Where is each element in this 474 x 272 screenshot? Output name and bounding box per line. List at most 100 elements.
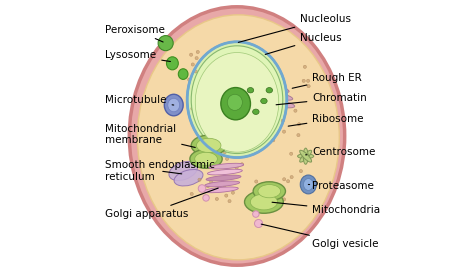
Ellipse shape <box>226 126 229 129</box>
Ellipse shape <box>263 187 266 190</box>
Ellipse shape <box>202 130 205 133</box>
Ellipse shape <box>307 79 310 82</box>
Ellipse shape <box>231 191 235 194</box>
Ellipse shape <box>260 202 264 205</box>
Ellipse shape <box>137 15 339 260</box>
Text: Centrosome: Centrosome <box>306 147 376 157</box>
Ellipse shape <box>253 182 285 201</box>
Ellipse shape <box>298 154 314 159</box>
Ellipse shape <box>253 109 259 115</box>
Ellipse shape <box>300 150 311 162</box>
Ellipse shape <box>198 185 206 192</box>
Ellipse shape <box>195 57 198 60</box>
Ellipse shape <box>166 57 178 70</box>
Ellipse shape <box>300 175 317 194</box>
Text: Smooth endoplasmic
reticulum: Smooth endoplasmic reticulum <box>105 160 215 182</box>
Ellipse shape <box>190 53 193 56</box>
Ellipse shape <box>302 79 305 82</box>
Ellipse shape <box>255 220 263 228</box>
Ellipse shape <box>250 194 277 210</box>
Text: Nucleolus: Nucleolus <box>238 14 351 42</box>
Ellipse shape <box>265 69 269 72</box>
Ellipse shape <box>253 211 259 217</box>
Ellipse shape <box>226 128 229 131</box>
Ellipse shape <box>258 185 281 198</box>
Ellipse shape <box>205 181 240 187</box>
Ellipse shape <box>261 95 264 99</box>
Ellipse shape <box>208 169 242 175</box>
Ellipse shape <box>272 139 275 142</box>
Ellipse shape <box>191 135 226 156</box>
Ellipse shape <box>187 42 287 157</box>
Ellipse shape <box>222 122 225 125</box>
Ellipse shape <box>244 83 246 86</box>
Ellipse shape <box>271 101 295 108</box>
Ellipse shape <box>194 70 197 73</box>
Ellipse shape <box>245 191 283 213</box>
Ellipse shape <box>210 180 213 183</box>
Ellipse shape <box>206 185 210 188</box>
Ellipse shape <box>274 92 278 95</box>
Text: Golgi vesicle: Golgi vesicle <box>261 224 379 249</box>
Ellipse shape <box>303 148 308 164</box>
Ellipse shape <box>190 192 193 196</box>
Ellipse shape <box>188 78 191 81</box>
Ellipse shape <box>240 163 244 166</box>
Ellipse shape <box>221 88 250 120</box>
Text: Lysosome: Lysosome <box>105 50 171 61</box>
Ellipse shape <box>290 175 293 179</box>
Ellipse shape <box>225 194 228 197</box>
Ellipse shape <box>238 88 241 91</box>
Ellipse shape <box>190 149 222 168</box>
Ellipse shape <box>206 175 241 181</box>
Ellipse shape <box>290 152 293 155</box>
Ellipse shape <box>195 152 218 165</box>
Ellipse shape <box>261 61 264 64</box>
Ellipse shape <box>203 187 238 193</box>
Ellipse shape <box>195 52 279 152</box>
Ellipse shape <box>235 166 238 169</box>
Ellipse shape <box>303 178 313 190</box>
Ellipse shape <box>233 56 237 59</box>
Ellipse shape <box>298 123 301 126</box>
Ellipse shape <box>266 92 293 100</box>
Ellipse shape <box>263 84 289 92</box>
Ellipse shape <box>219 103 222 106</box>
Ellipse shape <box>299 169 302 173</box>
Ellipse shape <box>252 141 255 144</box>
Ellipse shape <box>178 69 188 79</box>
Ellipse shape <box>294 109 297 112</box>
Ellipse shape <box>129 7 345 265</box>
Ellipse shape <box>198 178 201 181</box>
Ellipse shape <box>283 198 286 201</box>
Ellipse shape <box>212 127 215 130</box>
Ellipse shape <box>215 197 219 200</box>
Ellipse shape <box>247 88 254 93</box>
Ellipse shape <box>158 36 173 51</box>
Ellipse shape <box>223 151 227 154</box>
Text: Mitochondria: Mitochondria <box>272 202 381 215</box>
Ellipse shape <box>286 180 290 183</box>
Ellipse shape <box>228 199 231 203</box>
Ellipse shape <box>307 85 310 88</box>
Ellipse shape <box>255 180 258 183</box>
Text: Proteasome: Proteasome <box>309 181 374 191</box>
Ellipse shape <box>202 95 205 98</box>
Ellipse shape <box>266 88 273 93</box>
Ellipse shape <box>283 130 286 133</box>
Ellipse shape <box>196 50 200 54</box>
Ellipse shape <box>300 150 311 162</box>
Ellipse shape <box>209 163 244 169</box>
Text: Peroxisome: Peroxisome <box>105 25 165 42</box>
Ellipse shape <box>261 98 267 104</box>
Ellipse shape <box>226 157 228 160</box>
Ellipse shape <box>169 162 197 181</box>
Ellipse shape <box>203 195 209 201</box>
Ellipse shape <box>174 169 203 186</box>
Ellipse shape <box>164 94 183 116</box>
Ellipse shape <box>283 178 286 181</box>
Text: Golgi apparatus: Golgi apparatus <box>105 188 218 219</box>
Ellipse shape <box>192 157 196 160</box>
Text: Ribosome: Ribosome <box>288 113 364 126</box>
Ellipse shape <box>277 107 281 110</box>
